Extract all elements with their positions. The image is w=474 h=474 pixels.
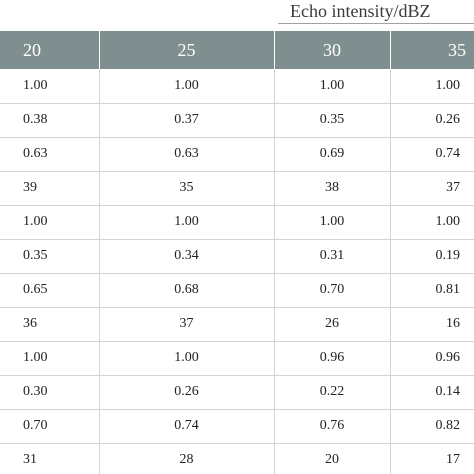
column-header-row: 20 25 30 35 bbox=[0, 31, 474, 69]
table-cell: 28 bbox=[98, 443, 274, 474]
table-row: 36 37 26 16 bbox=[0, 307, 474, 342]
table-cell: 0.26 bbox=[98, 375, 274, 410]
table-cell: 1.00 bbox=[389, 205, 474, 240]
table-cell: 0.76 bbox=[273, 409, 390, 444]
table-cell: 0.82 bbox=[389, 409, 474, 444]
table-cell: 0.63 bbox=[0, 137, 99, 172]
table-cell: 26 bbox=[273, 307, 390, 342]
table-cell: 0.30 bbox=[0, 375, 99, 410]
table-cell: 0.81 bbox=[389, 273, 474, 308]
table-cell: 0.35 bbox=[273, 103, 390, 138]
table-cell: 0.26 bbox=[389, 103, 474, 138]
column-header: 30 bbox=[273, 31, 390, 69]
table-cell: 1.00 bbox=[98, 205, 274, 240]
table-cell: 0.70 bbox=[273, 273, 390, 308]
table-cell: 1.00 bbox=[0, 341, 99, 376]
table-cell: 0.70 bbox=[0, 409, 99, 444]
table-row: 0.38 0.37 0.35 0.26 bbox=[0, 103, 474, 138]
table-cell: 0.14 bbox=[389, 375, 474, 410]
table-row: 1.00 1.00 1.00 1.00 bbox=[0, 69, 474, 104]
super-header: Echo intensity/dBZ bbox=[0, 0, 474, 31]
table-cell: 37 bbox=[98, 307, 274, 342]
table-cell: 36 bbox=[0, 307, 99, 342]
table-cell: 0.34 bbox=[98, 239, 274, 274]
table-cell: 0.74 bbox=[389, 137, 474, 172]
table-cell: 0.22 bbox=[273, 375, 390, 410]
table-body: 1.00 1.00 1.00 1.00 0.38 0.37 0.35 0.26 0.63 0.63… bbox=[0, 69, 474, 474]
echo-intensity-label: Echo intensity/dBZ bbox=[290, 1, 431, 21]
column-header: 25 bbox=[98, 31, 274, 69]
table-row: 0.30 0.26 0.22 0.14 bbox=[0, 375, 474, 410]
column-header: 20 bbox=[23, 39, 41, 60]
table-cell: 0.74 bbox=[98, 409, 274, 444]
table-cell: 37 bbox=[389, 171, 474, 206]
table-cell: 31 bbox=[0, 443, 99, 474]
table-cell: 1.00 bbox=[0, 69, 99, 104]
column-header: 35 bbox=[389, 31, 474, 69]
table-cell: 0.35 bbox=[0, 239, 99, 274]
table-row: 31 28 20 17 bbox=[0, 443, 474, 474]
table-cell: 0.37 bbox=[98, 103, 274, 138]
table-row: 0.65 0.68 0.70 0.81 bbox=[0, 273, 474, 308]
table-row: 0.63 0.63 0.69 0.74 bbox=[0, 137, 474, 172]
table-row: 1.00 1.00 0.96 0.96 bbox=[0, 341, 474, 376]
table-cell: 1.00 bbox=[273, 205, 390, 240]
table-cell: 38 bbox=[273, 171, 390, 206]
table-cell: 1.00 bbox=[98, 341, 274, 376]
table-cell: 0.65 bbox=[0, 273, 99, 308]
data-table: 20 25 30 35 1.00 1.00 1.00 1.00 0.38 0.37 0.35… bbox=[0, 31, 474, 474]
table-cell: 1.00 bbox=[98, 69, 274, 104]
table-cell: 0.68 bbox=[98, 273, 274, 308]
super-header-rule bbox=[278, 23, 474, 24]
table-cell: 1.00 bbox=[389, 69, 474, 104]
table-cell: 0.63 bbox=[98, 137, 274, 172]
table-row: 0.70 0.74 0.76 0.82 bbox=[0, 409, 474, 444]
table-cell: 1.00 bbox=[0, 205, 99, 240]
table-cell: 0.96 bbox=[389, 341, 474, 376]
table-cell: 0.31 bbox=[273, 239, 390, 274]
table-cell: 35 bbox=[98, 171, 274, 206]
table-cell: 0.69 bbox=[273, 137, 390, 172]
table-cell: 1.00 bbox=[273, 69, 390, 104]
table-row: 1.00 1.00 1.00 1.00 bbox=[0, 205, 474, 240]
table-cell: 16 bbox=[389, 307, 474, 342]
table-cell: 20 bbox=[273, 443, 390, 474]
table-row: 0.35 0.34 0.31 0.19 bbox=[0, 239, 474, 274]
table-cell: 39 bbox=[0, 171, 99, 206]
table-row: 39 35 38 37 bbox=[0, 171, 474, 206]
table-cell: 0.96 bbox=[273, 341, 390, 376]
table-cell: 0.19 bbox=[389, 239, 474, 274]
table-cell: 0.38 bbox=[0, 103, 99, 138]
table-cell: 17 bbox=[389, 443, 474, 474]
